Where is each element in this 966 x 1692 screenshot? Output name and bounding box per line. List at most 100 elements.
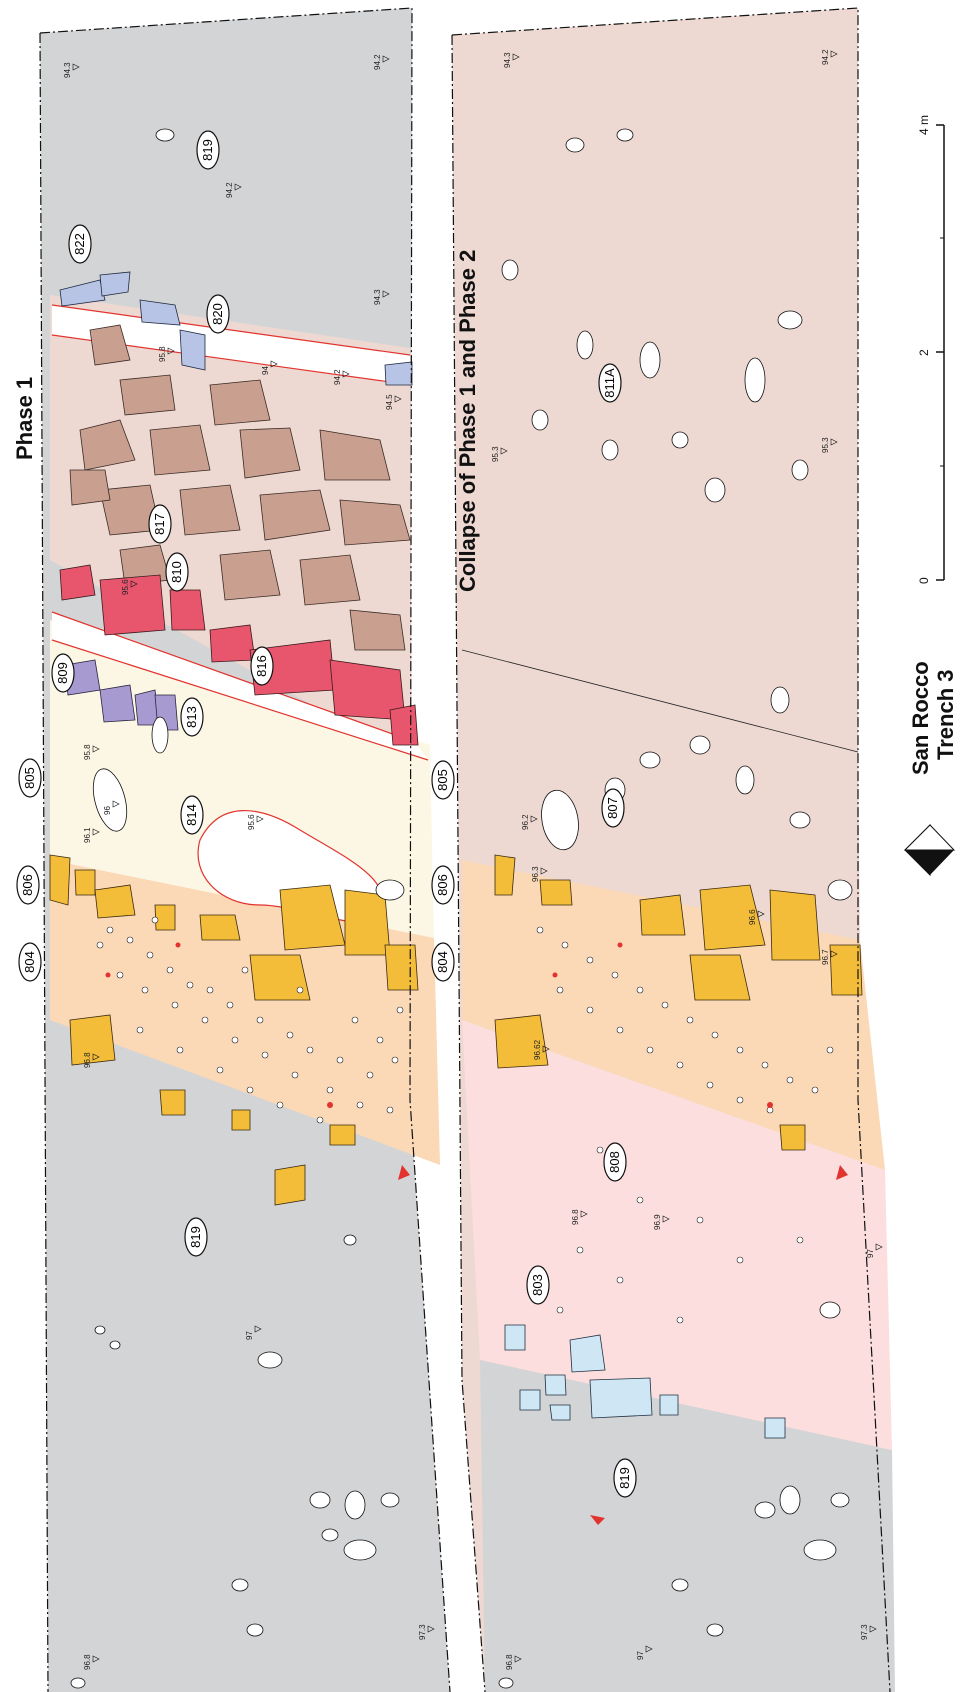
elevation-marker-icon	[875, 1243, 883, 1251]
elevation-label: 95.6	[247, 814, 256, 830]
svg-text:804: 804	[22, 951, 37, 973]
site-title-line1: San Rocco	[908, 661, 933, 775]
svg-text:808: 808	[607, 1151, 622, 1173]
elevation-marker-icon	[394, 395, 402, 403]
elevation-marker-icon	[540, 867, 548, 875]
svg-text:822: 822	[72, 233, 87, 255]
elevation-label: 94.3	[63, 62, 72, 78]
elevation-marker-icon	[427, 1625, 435, 1633]
right_panel_labels-context-label: 811A	[598, 363, 622, 403]
elevation-label: 96.8	[83, 1654, 92, 1670]
left_panel_labels-context-label: 806	[16, 865, 40, 905]
scale-label-4m: 4 m	[917, 115, 931, 135]
svg-text:820: 820	[210, 303, 225, 325]
elevation-marker-icon	[382, 290, 390, 298]
elevation-marker-icon	[112, 800, 120, 808]
elevation-marker-icon	[645, 1645, 653, 1653]
elevation-label: 94.5	[385, 394, 394, 410]
elevation-marker-icon	[130, 580, 138, 588]
elevation-label: 96.8	[83, 1052, 92, 1068]
elevation-label: 96.8	[571, 1209, 580, 1225]
svg-text:805: 805	[435, 769, 450, 791]
elevation-label: 94.3	[373, 289, 382, 305]
elevation-marker-icon	[92, 828, 100, 836]
elevation-marker-icon	[830, 50, 838, 58]
north-arrow-icon	[903, 823, 956, 877]
elevation-marker-icon	[92, 1655, 100, 1663]
svg-text:807: 807	[605, 797, 620, 819]
right_panel_labels-context-label: 819	[613, 1458, 637, 1498]
elevation-label: 94.3	[503, 52, 512, 68]
svg-text:809: 809	[55, 662, 70, 684]
elevation-label: 94.2	[225, 182, 234, 198]
elevation-marker-icon	[542, 1045, 550, 1053]
elevation-marker-icon	[580, 1210, 588, 1218]
svg-text:811A: 811A	[602, 368, 617, 398]
elevation-label: 97	[636, 1651, 645, 1660]
elevation-marker-icon	[72, 63, 80, 71]
svg-text:806: 806	[20, 874, 35, 896]
svg-text:806: 806	[435, 874, 450, 896]
elevation-label: 97	[245, 1331, 254, 1340]
site-title-line2: Trench 3	[933, 670, 958, 760]
elevation-marker-icon	[514, 1655, 522, 1663]
collapse-context-labels: 811A 805 807 806 804 808 803 819	[431, 363, 637, 1498]
left_panel_labels-context-label: 819	[184, 1217, 208, 1257]
left_panel_labels-context-label: 819	[196, 130, 220, 170]
left_panel_labels-context-label: 813	[180, 697, 204, 737]
right_panel_labels-context-label: 804	[431, 942, 455, 982]
elevation-marker-icon	[662, 1215, 670, 1223]
elevation-marker-icon	[757, 910, 765, 918]
svg-text:805: 805	[22, 767, 37, 789]
elevation-label: 96.2	[521, 814, 530, 830]
left_panel_labels-context-label: 822	[68, 224, 92, 264]
elevation-label: 96.6	[748, 909, 757, 925]
phase1-panel	[39, 7, 451, 1692]
right_panel_labels-context-label: 806	[431, 865, 455, 905]
phase1-elevation-labels: 94.3 94.2 94.2 94.3 95.8 94 94.2 94.5 95.6 95.8 96…	[63, 54, 435, 1670]
elevation-label: 94.2	[373, 54, 382, 70]
svg-text:803: 803	[530, 1274, 545, 1296]
left_panel_labels-context-label: 810	[165, 552, 189, 592]
right_panel_labels-context-label: 807	[601, 788, 625, 828]
elevation-label: 96.62	[533, 1039, 542, 1060]
elevation-label: 96.7	[821, 949, 830, 965]
svg-text:813: 813	[184, 706, 199, 728]
elevation-marker-icon	[830, 438, 838, 446]
elevation-label: 96	[103, 806, 112, 815]
elevation-label: 94	[261, 366, 270, 375]
svg-text:816: 816	[254, 655, 269, 677]
svg-text:814: 814	[184, 804, 199, 826]
left_panel_labels-context-label: 805	[18, 758, 42, 798]
elevation-label: 95.6	[121, 579, 130, 595]
elevation-label: 97.3	[418, 1624, 427, 1640]
pebble-scatter	[96, 916, 404, 1124]
elevation-marker-icon	[234, 183, 242, 191]
elevation-marker-icon	[92, 1053, 100, 1061]
elevation-marker-icon	[830, 950, 838, 958]
elevation-marker-icon	[270, 360, 278, 368]
elevation-label: 95.8	[83, 744, 92, 760]
elevation-marker-icon	[92, 745, 100, 753]
elevation-label: 96.3	[531, 866, 540, 882]
elevation-marker-icon	[869, 1625, 877, 1633]
phase1-context-labels: 822 820 819 817 810 809 816 813 814 805 806 804 819	[16, 130, 274, 1257]
elevation-marker-icon	[342, 370, 350, 378]
left_panel_labels-context-label: 817	[148, 504, 172, 544]
elevation-marker-icon	[500, 447, 508, 455]
elevation-marker-icon	[382, 55, 390, 63]
svg-text:810: 810	[169, 561, 184, 583]
right_panel_labels-context-label: 803	[526, 1265, 550, 1305]
svg-text:819: 819	[188, 1226, 203, 1248]
scale-label-0: 0	[917, 577, 931, 584]
collapse-elevation-labels: 94.3 94.2 95.3 95.3 96.2 96.3 96.6 96.7 96.62 96.…	[491, 49, 883, 1670]
phase1-title: Phase 1	[12, 377, 37, 460]
elevation-marker-icon	[512, 53, 520, 61]
elevation-label: 96.8	[505, 1654, 514, 1670]
left_panel_labels-context-label: 804	[18, 942, 42, 982]
right_panel_labels-context-label: 805	[431, 760, 455, 800]
svg-text:819: 819	[200, 139, 215, 161]
svg-text:804: 804	[435, 951, 450, 973]
elevation-marker-icon	[530, 815, 538, 823]
